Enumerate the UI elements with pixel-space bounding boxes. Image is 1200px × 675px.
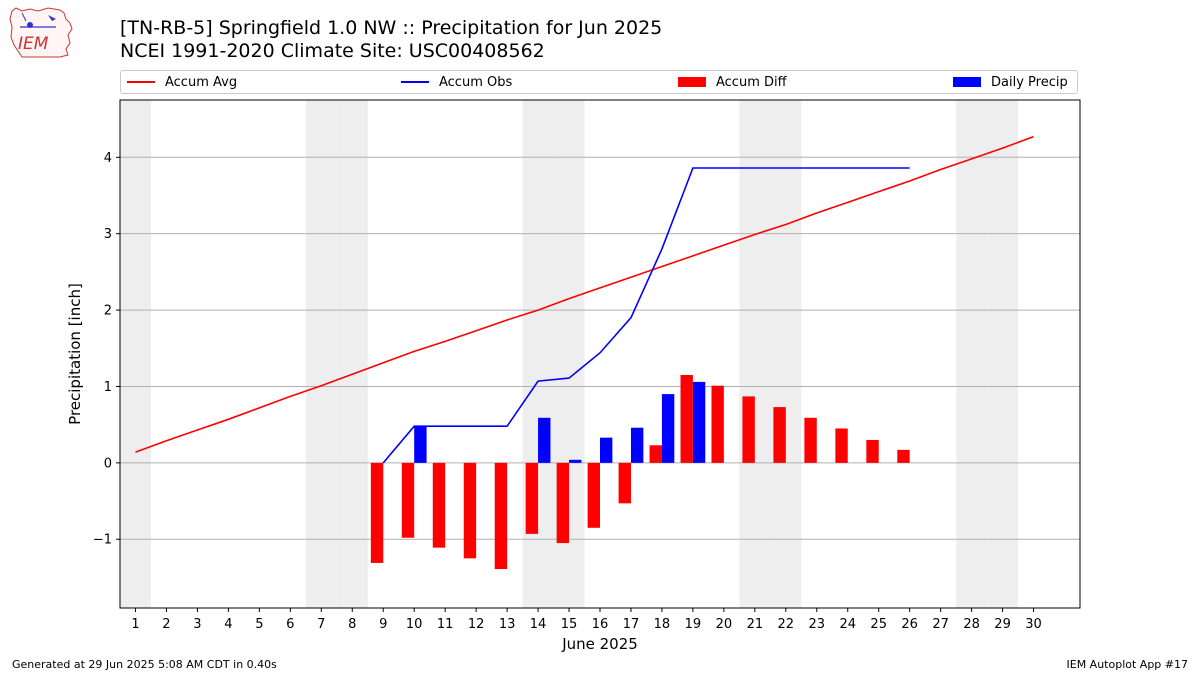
x-tick-label: 20 [716,617,733,632]
accum-diff-bar [649,445,662,463]
accum-diff-bar [587,462,600,528]
x-tick-label: 21 [747,617,764,632]
x-tick-label: 26 [901,617,918,632]
accum-diff-bar [804,417,817,463]
weekend-band [120,100,151,608]
accum-diff-bar [835,428,848,463]
iem-logo: IEM [8,5,80,59]
legend-swatch-daily-precip [953,77,981,87]
weekend-band [305,100,337,608]
legend-label-accum-diff: Accum Diff [716,74,787,90]
daily-precip-bar [692,381,706,463]
x-tick-label: 16 [592,617,609,632]
x-tick-label: 11 [437,617,454,632]
accum-diff-bar [866,439,879,463]
x-tick-label: 30 [1025,617,1042,632]
x-tick-label: 17 [623,617,640,632]
x-tick-label: 2 [162,617,170,632]
daily-precip-bar [414,426,427,463]
y-tick-label: 3 [104,227,112,242]
plot-frame [119,99,1081,609]
accum-avg-line [135,135,1034,453]
legend-swatch-accum-avg [127,81,155,83]
accum-diff-bar [525,462,539,534]
x-tick-label: 15 [561,617,578,632]
accum-diff-bar [370,462,384,563]
weekend-band [987,100,1019,608]
legend-item-daily-precip: Daily Precip [953,74,1068,90]
x-tick-label: 28 [963,617,980,632]
weekend-band [956,100,988,608]
x-tick-label: 24 [839,617,856,632]
legend-label-accum-obs: Accum Obs [439,74,513,90]
logo-text: IEM [18,34,49,54]
x-tick-label: 23 [809,617,826,632]
legend: Accum Avg Accum Obs Accum Diff Daily Pre… [120,70,1078,94]
x-tick-label: 18 [654,617,671,632]
accum-diff-bar [494,462,508,570]
daily-precip-bar [630,427,644,463]
accum-diff-bar [742,396,755,463]
accum-diff-bar [463,462,477,559]
legend-swatch-accum-obs [401,81,429,83]
y-tick-label: 0 [104,456,112,471]
y-tick-label: 2 [104,304,112,319]
footer-generated: Generated at 29 Jun 2025 5:08 AM CDT in … [12,658,277,671]
accum-diff-bar [711,385,724,463]
x-tick-label: 13 [499,617,516,632]
x-tick-label: 9 [379,617,387,632]
x-tick-label: 29 [994,617,1011,632]
accum-diff-bar [556,462,570,544]
chart-title: [TN-RB-5] Springfield 1.0 NW :: Precipit… [120,17,663,39]
accum-diff-bar [773,407,786,463]
daily-precip-bar [661,394,675,463]
x-axis-label: June 2025 [561,635,638,653]
x-tick-label: 25 [870,617,887,632]
x-tick-label: 5 [255,617,263,632]
x-tick-label: 6 [286,617,294,632]
legend-label-daily-precip: Daily Precip [991,74,1068,90]
x-tick-label: 10 [406,617,423,632]
accum-diff-bar [401,462,415,538]
footer-app-id: IEM Autoplot App #17 [1066,658,1189,671]
daily-precip-bar [569,459,582,463]
x-tick-label: 1 [131,617,139,632]
y-tick-label: −1 [93,533,112,548]
x-tick-label: 22 [778,617,795,632]
legend-label-accum-avg: Accum Avg [165,74,238,90]
weekend-band [739,100,771,608]
accum-obs-line [382,167,910,464]
x-tick-label: 4 [224,617,232,632]
y-axis-label: Precipitation [inch] [66,283,84,425]
legend-item-accum-obs: Accum Obs [401,74,512,90]
accum-diff-bar [897,449,910,463]
weekend-band [770,100,802,608]
accum-diff-bar [618,462,631,504]
x-tick-label: 8 [348,617,356,632]
accum-diff-bar [680,375,693,463]
chart-subtitle: NCEI 1991-2020 Climate Site: USC00408562 [120,40,545,62]
x-tick-label: 19 [685,617,702,632]
daily-precip-bar [600,437,613,463]
x-tick-label: 14 [530,617,547,632]
daily-precip-bar [538,417,551,463]
y-tick-label: 1 [104,380,112,395]
legend-item-accum-diff: Accum Diff [678,74,787,90]
x-tick-label: 12 [468,617,485,632]
x-tick-label: 7 [317,617,325,632]
accum-diff-bar [432,462,446,548]
x-tick-label: 27 [932,617,949,632]
legend-swatch-accum-diff [678,77,706,87]
legend-item-accum-avg: Accum Avg [127,74,237,90]
x-tick-label: 3 [193,617,201,632]
weekend-band [336,100,368,608]
y-tick-label: 4 [104,151,112,166]
